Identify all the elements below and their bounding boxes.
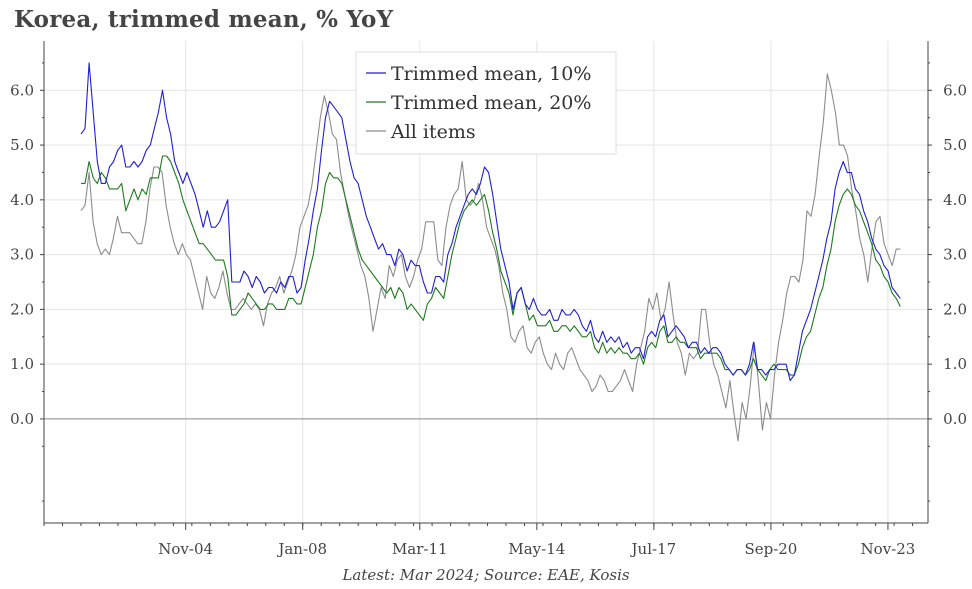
line-chart: 0.0 1.0 2.0 3.0 4.0 5.0 6.0 0.0 1.0 2.0 3.0 4.0 5.0… (10, 41, 967, 558)
x-tick-label: Nov-04 (158, 540, 213, 558)
y-tick-label-left: 6.0 (10, 81, 34, 99)
x-tick-label: Jul-17 (630, 540, 677, 558)
y-tick-label-right: 0.0 (943, 410, 967, 428)
y-tick-label-left: 3.0 (10, 246, 34, 264)
y-axis-left: 0.0 1.0 2.0 3.0 4.0 5.0 6.0 (10, 62, 44, 502)
legend-box (355, 51, 617, 155)
x-tick-label: Mar-11 (392, 540, 448, 558)
x-axis: Nov-04 Jan-08 Mar-11 May-14 Jul-17 Sep-20 Nov-… (43, 523, 916, 558)
y-tick-label-left: 0.0 (10, 410, 34, 428)
series-line-all-items (80, 73, 901, 442)
y-tick-label-left: 1.0 (10, 355, 34, 373)
y-tick-label-right: 4.0 (943, 191, 967, 209)
chart-title: Korea, trimmed mean, % YoY (14, 6, 394, 33)
y-axis-right: 0.0 1.0 2.0 3.0 4.0 5.0 6.0 (928, 62, 967, 502)
series-line-trimmed-mean-10 (80, 62, 901, 382)
x-tick-label: Jan-08 (276, 540, 327, 558)
source-note: Latest: Mar 2024; Source: EAE, Kosis (342, 566, 630, 584)
series-lines (80, 62, 901, 442)
y-tick-label-right: 6.0 (943, 81, 967, 99)
legend-label: All items (390, 121, 476, 143)
legend-label: Trimmed mean, 10% (391, 63, 591, 85)
y-tick-label-left: 4.0 (10, 191, 34, 209)
series-line-trimmed-mean-20 (81, 155, 901, 382)
x-tick-label: Sep-20 (744, 540, 797, 558)
y-tick-label-left: 5.0 (10, 136, 34, 154)
legend-label: Trimmed mean, 20% (391, 92, 591, 114)
x-tick-label: Nov-23 (861, 540, 916, 558)
legend: Trimmed mean, 10% Trimmed mean, 20% All it… (355, 51, 617, 155)
x-tick-label: May-14 (508, 540, 565, 558)
y-tick-label-right: 3.0 (943, 246, 967, 264)
y-tick-label-right: 1.0 (943, 355, 967, 373)
y-tick-label-right: 5.0 (943, 136, 967, 154)
y-tick-label-right: 2.0 (943, 300, 967, 318)
y-tick-label-left: 2.0 (10, 300, 34, 318)
